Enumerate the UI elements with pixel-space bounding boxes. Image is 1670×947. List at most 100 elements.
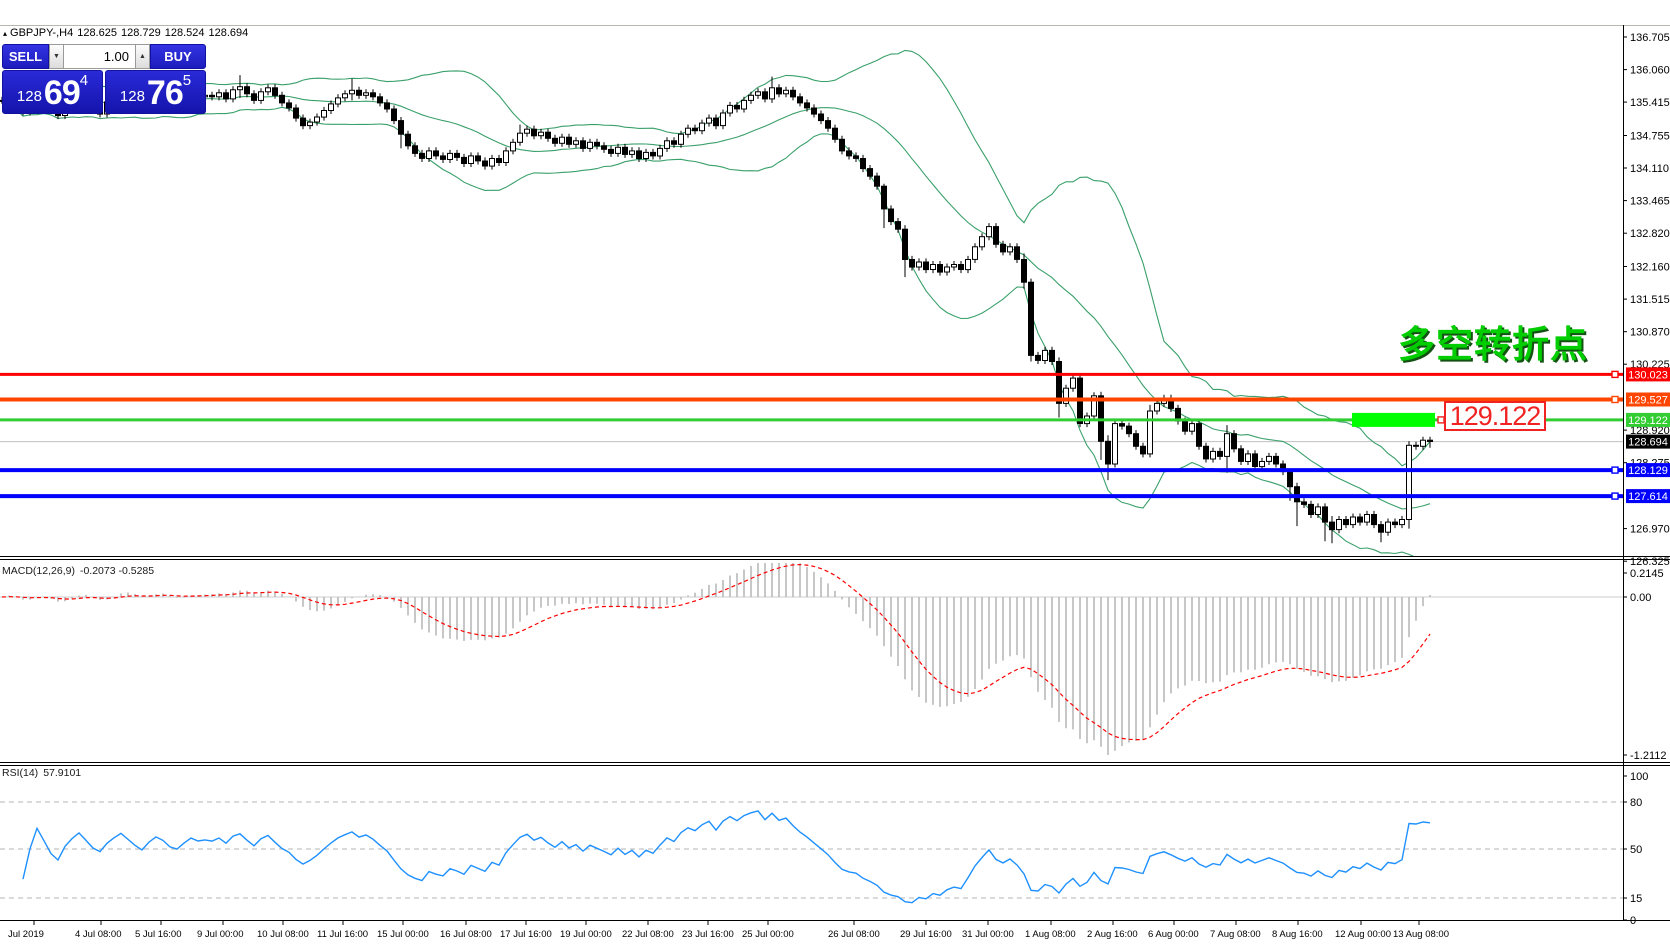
svg-text:126.970: 126.970: [1630, 524, 1670, 536]
svg-text:0.00: 0.00: [1630, 592, 1651, 604]
hline-129.122[interactable]: [0, 412, 1623, 427]
buy-price-button[interactable]: 128 76 5: [105, 70, 206, 114]
volume-decrease-button[interactable]: ▼: [49, 44, 64, 69]
svg-text:134.755: 134.755: [1630, 131, 1670, 143]
macd-axis: 0.2145 0.00 -1.2112: [1623, 568, 1667, 762]
svg-text:5 Jul 16:00: 5 Jul 16:00: [135, 929, 181, 940]
macd-indicator-label: MACD(12,26,9) -0.2073 -0.5285: [2, 565, 159, 577]
svg-text:100: 100: [1630, 771, 1648, 783]
svg-text:31 Jul 00:00: 31 Jul 00:00: [962, 929, 1014, 940]
svg-text:129.122: 129.122: [1628, 415, 1668, 427]
svg-text:133.465: 133.465: [1630, 196, 1670, 208]
svg-text:0: 0: [1630, 915, 1636, 927]
rsi-name: RSI(14): [2, 767, 39, 779]
svg-text:136.060: 136.060: [1630, 65, 1670, 77]
hline-handle: [1611, 370, 1619, 379]
price-chip-128.129: 128.129: [1626, 463, 1670, 478]
bull-bear-turning-point-annotation[interactable]: 多空转折点: [1398, 324, 1588, 365]
bollinger-lower-line: [1, 99, 1415, 556]
hline-128.129[interactable]: [0, 466, 1623, 474]
svg-text:131.515: 131.515: [1630, 294, 1670, 306]
svg-text:134.110: 134.110: [1630, 163, 1669, 175]
svg-text:129.527: 129.527: [1628, 395, 1668, 407]
price-axis[interactable]: 136.705 136.060 135.415 134.755 134.110 133.4…: [1623, 32, 1670, 568]
svg-text:25 Jul 00:00: 25 Jul 00:00: [742, 929, 794, 940]
svg-text:128.694: 128.694: [1628, 437, 1668, 449]
svg-text:17 Jul 16:00: 17 Jul 16:00: [500, 929, 552, 940]
price-chip-130.023: 130.023: [1626, 367, 1670, 382]
hline-handle: [1611, 395, 1619, 404]
svg-text:80: 80: [1630, 797, 1642, 809]
svg-text:7 Aug 08:00: 7 Aug 08:00: [1210, 929, 1261, 940]
svg-text:Jul 2019: Jul 2019: [8, 929, 44, 940]
svg-text:0.2145: 0.2145: [1630, 568, 1664, 580]
buy-price-big: 76: [146, 74, 184, 112]
price-level-callout[interactable]: 129.122: [1444, 401, 1546, 431]
macd-signal-line: [1, 563, 1431, 741]
svg-text:26 Jul 08:00: 26 Jul 08:00: [828, 929, 880, 940]
svg-text:128.129: 128.129: [1628, 465, 1668, 477]
svg-text:23 Jul 16:00: 23 Jul 16:00: [682, 929, 734, 940]
svg-text:8 Aug 16:00: 8 Aug 16:00: [1272, 929, 1323, 940]
buy-price-sup: 5: [182, 72, 192, 89]
svg-text:6 Aug 00:00: 6 Aug 00:00: [1148, 929, 1199, 940]
svg-text:132.160: 132.160: [1630, 262, 1670, 274]
svg-text:15: 15: [1630, 893, 1642, 905]
svg-text:135.415: 135.415: [1630, 97, 1670, 109]
buy-button[interactable]: BUY: [150, 44, 206, 69]
svg-text:19 Jul 00:00: 19 Jul 00:00: [560, 929, 612, 940]
svg-text:1 Aug 08:00: 1 Aug 08:00: [1025, 929, 1076, 940]
svg-text:50: 50: [1630, 844, 1642, 856]
price-chip-127.614: 127.614: [1626, 489, 1670, 504]
svg-text:127.614: 127.614: [1628, 491, 1668, 503]
volume-input[interactable]: [64, 44, 135, 69]
hline-handle: [1611, 466, 1619, 474]
svg-text:136.705: 136.705: [1630, 32, 1670, 44]
price-chip-128.694: 128.694: [1626, 434, 1670, 449]
macd-histogram: [8, 563, 1431, 755]
rsi-axis: 100 80 50 15 0: [1623, 771, 1648, 927]
hline-handle: [1611, 492, 1619, 500]
price-chip-129.122: 129.122: [1626, 412, 1670, 427]
svg-text:10 Jul 08:00: 10 Jul 08:00: [257, 929, 309, 940]
svg-text:13 Aug 08:00: 13 Aug 08:00: [1393, 929, 1449, 940]
rsi-line: [22, 810, 1431, 904]
symbol-marker-icon: ▴: [3, 29, 8, 38]
hline-130.023[interactable]: [0, 370, 1623, 379]
ohlc-open: 128.625: [77, 27, 117, 39]
svg-text:130.023: 130.023: [1628, 369, 1668, 381]
svg-text:128.920: 128.920: [1630, 425, 1670, 437]
ohlc-high: 128.729: [120, 27, 161, 39]
buy-price-prefix: 128: [119, 88, 145, 105]
volume-increase-button[interactable]: ▲: [135, 44, 150, 69]
svg-text:4 Jul 08:00: 4 Jul 08:00: [75, 929, 121, 940]
svg-text:130.870: 130.870: [1630, 327, 1670, 339]
svg-text:9 Jul 00:00: 9 Jul 00:00: [197, 929, 243, 940]
hline-127.614[interactable]: [0, 492, 1623, 500]
sell-button[interactable]: SELL: [2, 44, 49, 69]
price-chip-129.527: 129.527: [1626, 392, 1670, 407]
hline-129.527[interactable]: [0, 395, 1623, 404]
ohlc-close: 128.694: [208, 27, 249, 39]
rsi-value: 57.9101: [43, 767, 82, 779]
svg-text:132.820: 132.820: [1630, 228, 1670, 240]
svg-text:2 Aug 16:00: 2 Aug 16:00: [1087, 929, 1138, 940]
sell-price-big: 69: [43, 74, 81, 112]
hline-highlight-box: [1352, 412, 1435, 427]
macd-values: -0.2073 -0.5285: [79, 565, 155, 577]
svg-text:16 Jul 08:00: 16 Jul 08:00: [440, 929, 492, 940]
sell-price-prefix: 128: [16, 88, 42, 105]
symbol-ohlc-line: ▴ GBPJPY-,H4 128.625 128.729 128.524 128.694: [3, 27, 252, 39]
rsi-indicator-label: RSI(14) 57.9101: [2, 767, 86, 779]
sell-price-button[interactable]: 128 69 4: [2, 70, 103, 114]
macd-name: MACD(12,26,9): [2, 565, 75, 577]
sell-price-sup: 4: [79, 72, 89, 89]
svg-text:126.325: 126.325: [1630, 556, 1670, 568]
svg-text:15 Jul 00:00: 15 Jul 00:00: [377, 929, 429, 940]
svg-text:11 Jul 16:00: 11 Jul 16:00: [317, 929, 368, 940]
time-axis[interactable]: Jul 2019 4 Jul 08:00 5 Jul 16:00 9 Jul 00:0…: [8, 921, 1449, 940]
